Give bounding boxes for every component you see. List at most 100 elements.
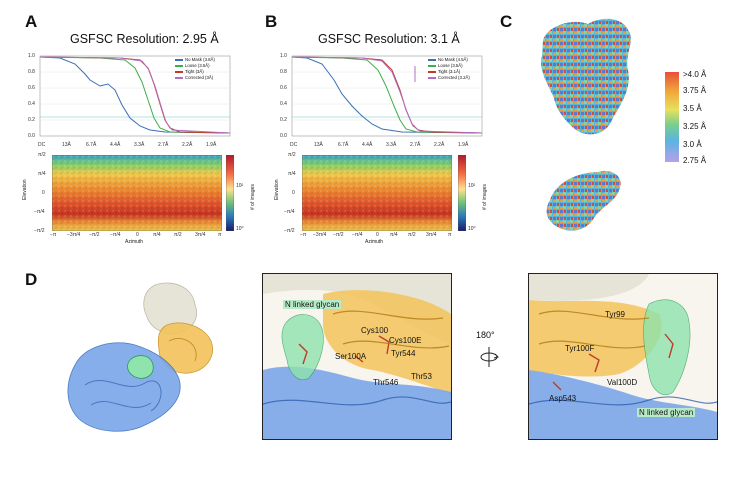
rotation-label: 180°	[476, 330, 495, 340]
heatmap-a-ytick: π/2	[38, 152, 46, 158]
heatmap-a-ytick: 0	[42, 190, 45, 196]
resolution-colorbar	[665, 72, 679, 162]
heatmap-a-cbar-tick: 10²	[236, 183, 244, 189]
heatmap-b-xtick: −π/2	[333, 232, 344, 238]
heatmap-b-colorbar	[458, 155, 466, 231]
heatmap-b-xtick: π	[448, 232, 452, 238]
heatmap-b-xtick: −π/4	[352, 232, 363, 238]
heatmap-b-ytick: 0	[292, 190, 295, 196]
heatmap-b-xtick: −3π/4	[313, 232, 327, 238]
heatmap-a-xtick: −π/2	[89, 232, 100, 238]
fsc-b-xtick: 2.2Å	[434, 142, 445, 148]
heatmap-b-cbar-tick: 10⁰	[468, 226, 476, 232]
fsc-plot-b	[291, 55, 483, 137]
label-thr53: Thr53	[411, 372, 432, 381]
label-tyr544: Tyr544	[391, 349, 416, 358]
resolution-label: 2.75 Å	[683, 156, 707, 165]
label-tyr100f: Tyr100F	[565, 344, 595, 353]
fsc-b-ytick: 0.8	[280, 69, 287, 75]
fsc-a-xtick: 3.3Å	[134, 142, 145, 148]
fsc-a-xtick: 6.7Å	[86, 142, 97, 148]
resolution-label: >4.0 Å	[683, 70, 707, 79]
heatmap-a-xtick: π/4	[153, 232, 161, 238]
fsc-a-ytick: 1.0	[28, 53, 35, 59]
heatmap-a-xlabel: Azimuth	[125, 239, 144, 245]
rotation-arrow-icon	[480, 347, 499, 367]
fsc-b-ytick: 0.6	[280, 85, 287, 91]
fsc-b-xtick: 4.4Å	[362, 142, 373, 148]
resolution-map-bottom	[546, 170, 621, 231]
fsc-a-ytick: 0.0	[28, 133, 35, 139]
fsc-a-ytick: 0.4	[28, 101, 35, 107]
heatmap-a-ytick: −π/4	[34, 209, 45, 215]
heatmap-b-xtick: −π	[300, 232, 307, 238]
heatmap-b-ylabel: Elevation	[274, 179, 280, 200]
fsc-a-ytick: 0.8	[28, 69, 35, 75]
fsc-a-xtick: 13Å	[62, 142, 71, 148]
heatmap-b-ytick: π/4	[288, 171, 296, 177]
heatmap-b-cbar-tick: 10²	[468, 183, 476, 189]
label-cys100e: Cys100E	[389, 336, 422, 345]
fsc-b-xtick: DC	[290, 142, 298, 148]
heatmap-b-ytick: −π/4	[284, 209, 295, 215]
fsc-curve-corrected	[291, 56, 483, 134]
heatmap-a-xtick: 0	[136, 232, 139, 238]
panel-letter-d: D	[25, 270, 38, 289]
fsc-b-ytick: 0.2	[280, 117, 287, 123]
label-thr546: Thr546	[373, 378, 399, 387]
fsc-title-a: GSFSC Resolution: 2.95 Å	[70, 32, 219, 46]
fsc-title-b: GSFSC Resolution: 3.1 Å	[318, 32, 460, 46]
fsc-a-ytick: 0.2	[28, 117, 35, 123]
heatmap-b-xtick: π/2	[408, 232, 416, 238]
fsc-b-xtick: 13Å	[314, 142, 323, 148]
heatmap-a-ytick: π/4	[38, 171, 46, 177]
label-n-linked-glycan-2: N linked glycan	[637, 408, 696, 417]
fsc-b-xtick: 2.7Å	[410, 142, 421, 148]
fsc-b-ytick: 0.0	[280, 133, 287, 139]
resolution-label: 3.75 Å	[683, 86, 707, 95]
heatmap-b-ytick: π/2	[288, 152, 296, 158]
fsc-a-xtick: 2.7Å	[158, 142, 169, 148]
glycan-density	[127, 355, 154, 379]
fsc-legend-a: No Mask (3.8Å) Loose (3.5Å) Tight (3Å) C…	[175, 57, 215, 81]
heatmap-b-cbar-label: # of images	[482, 184, 488, 210]
fsc-a-xtick: 4.4Å	[110, 142, 121, 148]
heatmap-a-xtick: π	[218, 232, 222, 238]
heatmap-b	[302, 155, 452, 231]
fsc-b-xtick: 1.9Å	[458, 142, 469, 148]
fsc-legend-b: No Mask (4.5Å) Loose (3.5Å) Tight (3.1Å)…	[428, 57, 470, 81]
fsc-b-ytick: 1.0	[280, 53, 287, 59]
resolution-label: 3.0 Å	[683, 140, 702, 149]
local-resolution-map	[541, 18, 631, 231]
panel-letter-a: A	[25, 12, 38, 31]
heatmap-b-xtick: π/4	[390, 232, 398, 238]
zoom-panel-epitope: N linked glycan Cys100 Cys100E Ser100A T…	[262, 273, 452, 440]
panel-letter-c: C	[500, 12, 513, 31]
fsc-curve-loose	[39, 56, 231, 134]
resolution-label: 3.5 Å	[683, 104, 702, 113]
label-cys100: Cys100	[361, 326, 389, 335]
label-ser100a: Ser100A	[335, 352, 367, 361]
antibody-density	[157, 322, 213, 374]
heatmap-a-xtick: π/2	[174, 232, 182, 238]
fsc-curve-no-mask	[39, 56, 231, 134]
label-n-linked-glycan: N linked glycan	[283, 300, 342, 309]
heatmap-b-xtick: 0	[376, 232, 379, 238]
fsc-curve-no-mask	[291, 56, 483, 134]
fsc-a-xtick: DC	[38, 142, 46, 148]
fsc-b-ytick: 0.4	[280, 101, 287, 107]
fsc-b-xtick: 3.3Å	[386, 142, 397, 148]
heatmap-a-xtick: −π/4	[110, 232, 121, 238]
fsc-a-ytick: 0.6	[28, 85, 35, 91]
heatmap-a-cbar-tick: 10⁰	[236, 226, 244, 232]
resolution-label: 3.25 Å	[683, 122, 707, 131]
heatmap-b-xtick: 3π/4	[426, 232, 437, 238]
heatmap-a-ylabel: Elevation	[22, 179, 28, 200]
fsc-a-xtick: 2.2Å	[182, 142, 193, 148]
heatmap-a-cbar-label: # of images	[250, 184, 256, 210]
label-tyr99: Tyr99	[605, 310, 626, 319]
label-asp543: Asp543	[549, 394, 577, 403]
label-val100d: Val100D	[607, 378, 638, 387]
heatmap-b-ytick: −π/2	[284, 228, 295, 234]
complex-structure-overview	[67, 282, 213, 432]
